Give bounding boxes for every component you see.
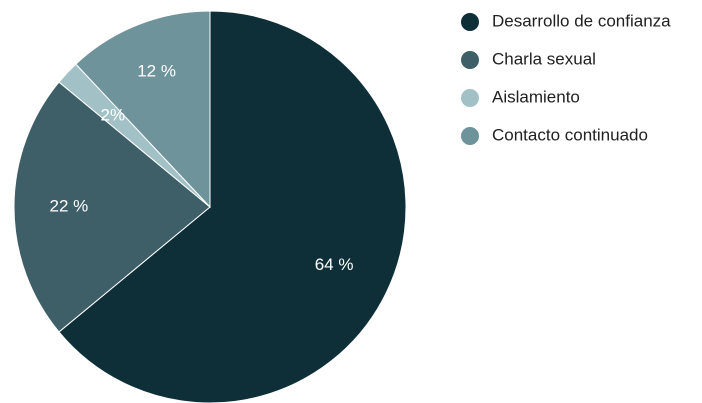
legend-label-aislamiento: Aislamiento [492,87,580,106]
legend-label-contacto-continuado: Contacto continuado [492,125,648,144]
pie-slice-contacto-continuado [75,10,211,209]
pie-slice-desarrollo-de-confianza [58,10,407,403]
slice-value-label-desarrollo-de-confianza: 64 % [315,255,354,274]
legend-label-charla-sexual: Charla sexual [492,49,596,68]
slice-value-label-aislamiento: 2% [101,105,126,124]
legend-item-contacto-continuado: Contacto continuado [461,125,648,145]
legend-item-desarrollo-de-confianza: Desarrollo de confianza [461,11,671,31]
pie-slices [13,10,407,403]
slice-value-label-charla-sexual: 22 % [50,196,89,215]
legend-item-aislamiento: Aislamiento [461,87,580,107]
legend-label-desarrollo-de-confianza: Desarrollo de confianza [492,11,671,30]
legend-swatch-aislamiento [461,89,479,107]
pie-slice-charla-sexual [13,81,211,333]
legend-swatch-desarrollo-de-confianza [461,13,479,31]
legend-swatch-contacto-continuado [461,127,479,145]
legend-swatch-charla-sexual [461,51,479,69]
slice-value-label-contacto-continuado: 12 % [137,62,176,81]
legend: Desarrollo de confianza Charla sexual Aisl… [461,11,671,145]
pie-slice-labels: 64 % 22 % 2% 12 % [50,62,354,274]
legend-item-charla-sexual: Charla sexual [461,49,596,69]
